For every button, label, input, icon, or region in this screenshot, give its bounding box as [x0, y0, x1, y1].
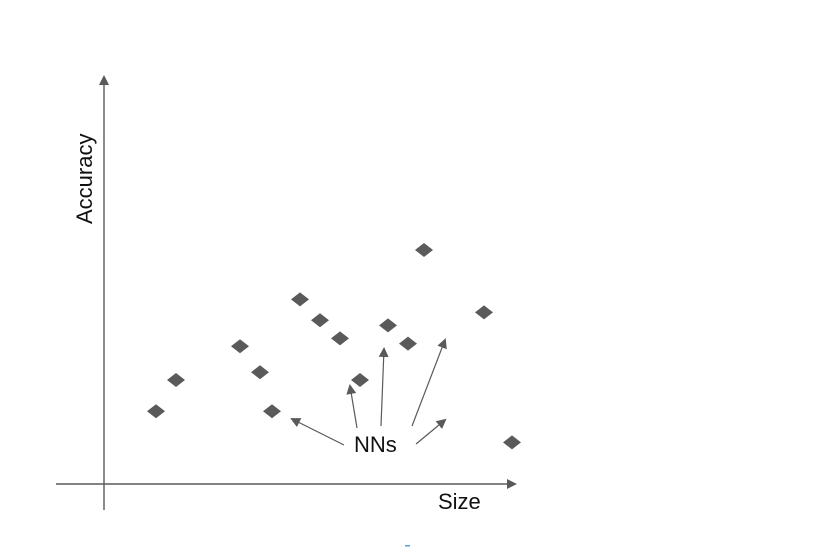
data-point-p2 — [167, 373, 185, 387]
data-point-p14 — [503, 435, 521, 450]
bottom-marker — [405, 545, 410, 547]
data-point-p3 — [231, 339, 249, 354]
nns-label: NNs — [354, 432, 397, 457]
y-axis-label: Accuracy — [72, 134, 97, 224]
data-point-p10 — [379, 318, 397, 333]
data-point-p11 — [399, 336, 417, 351]
points-group — [147, 243, 521, 450]
axes-group: Size Accuracy — [56, 75, 517, 514]
nns-annotation-group: NNs — [290, 338, 447, 457]
nn-arrow-4 — [411, 338, 447, 427]
nn-arrow-5 — [415, 418, 447, 445]
nn-arrow-3 — [378, 347, 389, 427]
data-point-p1 — [147, 404, 165, 419]
data-point-p9 — [351, 373, 369, 387]
data-point-p6 — [291, 292, 309, 307]
data-point-p8 — [331, 331, 349, 346]
data-point-p12 — [415, 243, 433, 257]
nn-arrow-1 — [290, 418, 345, 446]
data-point-p13 — [475, 305, 493, 320]
nn-arrow-2 — [346, 384, 358, 429]
data-point-p4 — [251, 365, 269, 380]
data-point-p5 — [263, 404, 281, 419]
x-axis-label: Size — [438, 489, 481, 514]
data-point-p7 — [311, 313, 329, 328]
